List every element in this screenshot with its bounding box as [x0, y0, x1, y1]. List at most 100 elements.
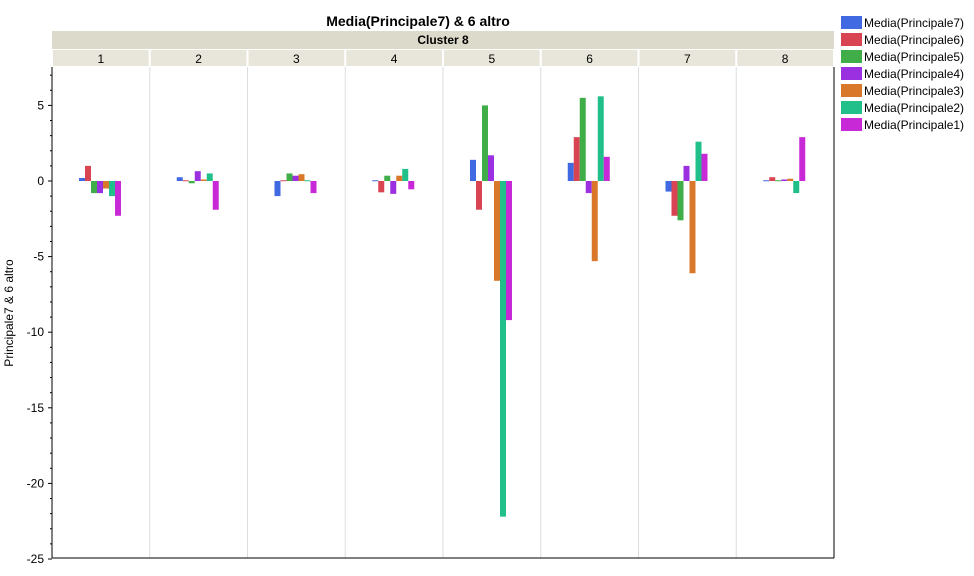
bar-7-s2	[671, 181, 678, 216]
bar-1-s4	[97, 181, 103, 194]
legend-label: Media(Principale6)	[864, 33, 964, 47]
bar-1-s7	[115, 181, 121, 216]
bar-1-s1	[79, 177, 85, 181]
bar-6-s7	[603, 156, 610, 181]
bar-2-s6	[206, 173, 213, 181]
bars-layer	[79, 96, 806, 517]
y-tick-label: 0	[37, 174, 44, 188]
bar-8-s1	[763, 180, 770, 182]
y-tick-label: -15	[27, 401, 45, 415]
category-strips: 1 2 3 4 5 6 7 8	[53, 50, 833, 66]
legend-label: Media(Principale1)	[864, 118, 964, 132]
category-label-4: 4	[391, 52, 398, 66]
category-label-1: 1	[98, 52, 105, 66]
bar-4-s3	[384, 175, 391, 181]
bar-7-s3	[677, 181, 684, 221]
bar-3-s3	[286, 173, 293, 181]
legend-label: Media(Principale3)	[864, 84, 964, 98]
bar-6-s3	[579, 97, 586, 181]
legend-label: Media(Principale5)	[864, 50, 964, 64]
y-axis: 5 0 -5 -10 -15 -20 -25	[27, 67, 53, 566]
category-label-7: 7	[684, 52, 691, 66]
category-strip-3	[248, 50, 345, 66]
bar-8-s7	[799, 137, 806, 181]
category-label-8: 8	[782, 52, 789, 66]
bar-5-s3	[482, 105, 488, 181]
bar-1-s3	[91, 181, 97, 194]
bar-8-s2	[769, 177, 776, 181]
bar-8-s3	[775, 180, 782, 182]
legend-swatch	[841, 67, 862, 80]
category-label-6: 6	[586, 52, 593, 66]
bar-4-s5	[396, 175, 403, 181]
bar-1-s2	[85, 165, 91, 181]
bar-2-s7	[212, 181, 219, 210]
bar-7-s5	[689, 181, 696, 274]
bar-2-s4	[194, 171, 201, 181]
bar-1-s5	[103, 181, 109, 189]
y-axis-label: Principale7 & 6 altro	[2, 259, 16, 367]
panel-header: Cluster 8	[417, 33, 469, 47]
bar-6-s1	[567, 162, 574, 181]
category-strip-7	[639, 50, 736, 66]
bar-3-s2	[280, 180, 287, 182]
bar-5-s7	[506, 181, 512, 321]
bar-3-s5	[298, 174, 305, 181]
bar-8-s4	[781, 179, 788, 181]
y-tick-label: -20	[27, 476, 45, 490]
bar-6-s4	[585, 181, 592, 194]
legend: Media(Principale7) Media(Principale6) Medi…	[841, 16, 964, 132]
bar-4-s2	[378, 181, 385, 193]
category-label-2: 2	[195, 52, 202, 66]
bar-2-s2	[182, 180, 189, 182]
bar-5-s1	[470, 159, 476, 181]
bar-3-s4	[292, 175, 299, 181]
bar-7-s4	[683, 165, 690, 181]
bar-5-s5	[494, 181, 500, 281]
legend-swatch	[841, 33, 862, 46]
plot-panels	[52, 67, 835, 559]
category-label-3: 3	[293, 52, 300, 66]
bar-6-s2	[573, 137, 580, 181]
bar-5-s4	[488, 155, 494, 181]
bar-2-s1	[176, 177, 183, 181]
y-tick-label: -5	[33, 250, 44, 264]
legend-swatch	[841, 16, 862, 29]
bar-8-s5	[787, 178, 794, 181]
bar-5-s2	[476, 181, 482, 210]
legend-swatch	[841, 84, 862, 97]
bar-5-s6	[500, 181, 506, 517]
category-strip-5	[444, 50, 540, 66]
bar-1-s6	[109, 181, 115, 197]
category-strip-4	[346, 50, 442, 66]
category-strip-1	[53, 50, 149, 66]
bar-6-s6	[597, 96, 604, 181]
bar-4-s7	[408, 181, 415, 190]
bar-7-s1	[665, 181, 672, 192]
bar-4-s1	[372, 180, 379, 182]
y-tick-label: -10	[27, 325, 45, 339]
bar-3-s7	[310, 181, 317, 194]
legend-label: Media(Principale2)	[864, 101, 964, 115]
legend-swatch	[841, 118, 862, 131]
bar-4-s6	[402, 168, 409, 181]
panel-header-strip	[52, 31, 834, 49]
legend-swatch	[841, 50, 862, 63]
category-strip-6	[541, 50, 638, 66]
chart-title: Media(Principale7) & 6 altro	[326, 13, 510, 29]
category-strip-2	[150, 50, 247, 66]
bar-6-s5	[591, 181, 598, 262]
category-label-5: 5	[489, 52, 496, 66]
legend-label: Media(Principale4)	[864, 67, 964, 81]
bar-7-s6	[695, 141, 702, 181]
bar-3-s1	[274, 181, 281, 197]
bar-2-s5	[200, 179, 207, 181]
bar-7-s7	[701, 153, 708, 181]
bar-8-s6	[793, 181, 800, 194]
legend-swatch	[841, 101, 862, 114]
y-tick-label: -25	[27, 552, 45, 566]
legend-label: Media(Principale7)	[864, 16, 964, 30]
bar-3-s6	[304, 180, 311, 182]
bar-2-s3	[188, 181, 195, 184]
